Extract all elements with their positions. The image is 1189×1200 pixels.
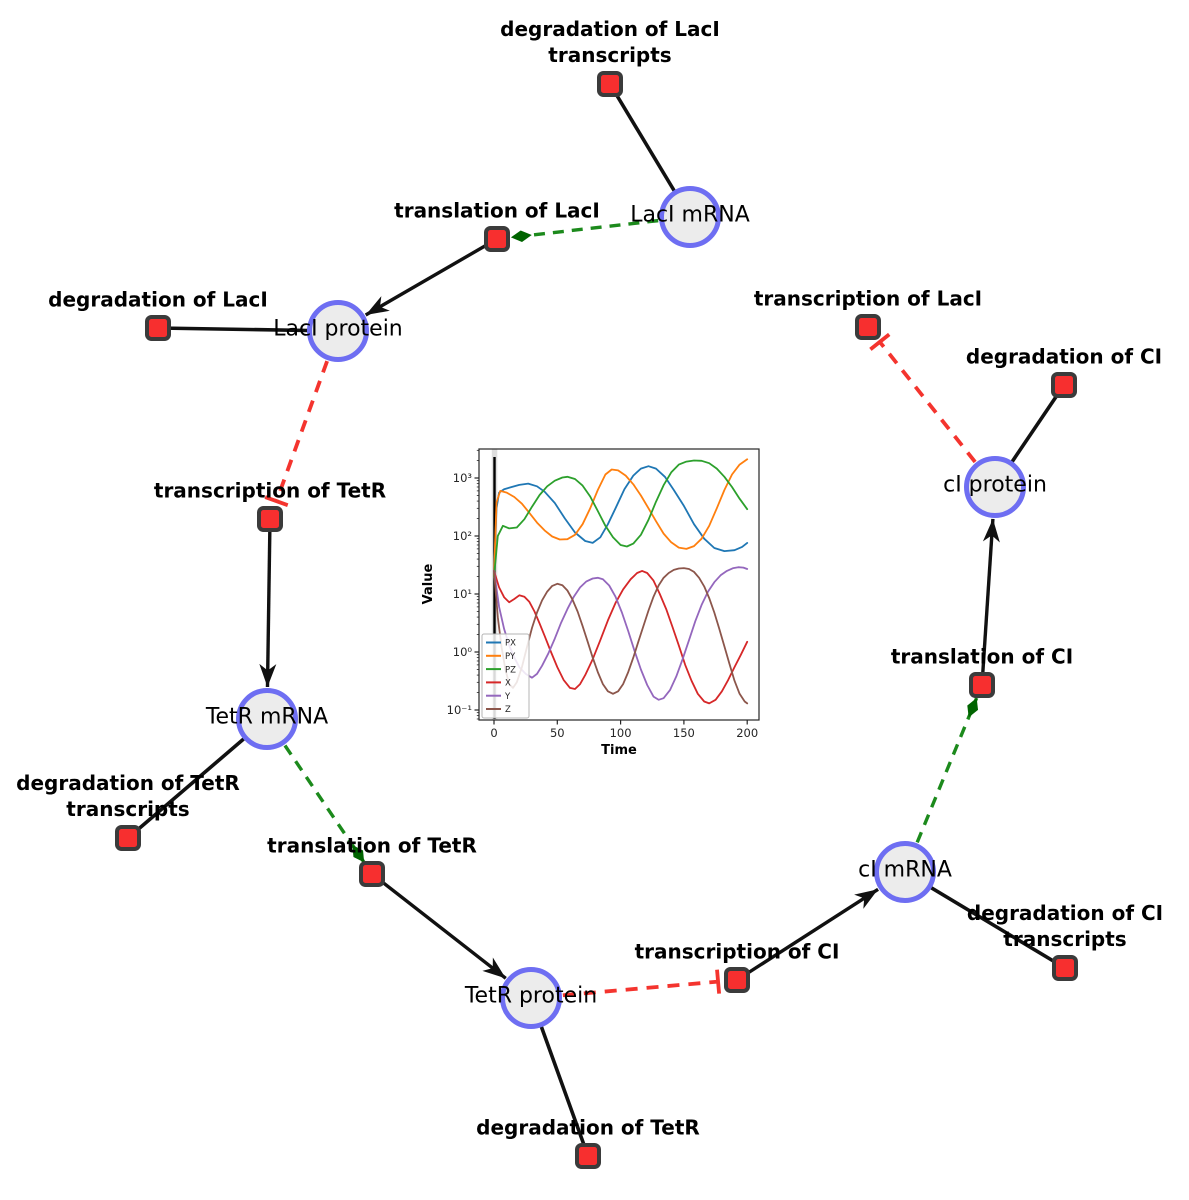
- reaction-node-transcription-tetr[interactable]: [257, 506, 283, 532]
- y-axis-label: Value: [421, 563, 436, 604]
- edge-transcription-tetr-to-tetr-mrna[interactable]: [259, 518, 277, 688]
- svg-text:10³: 10³: [453, 471, 473, 485]
- svg-text:10²: 10²: [453, 529, 472, 543]
- svg-text:PX: PX: [505, 639, 516, 649]
- edge-translation-ci-to-ci-protein[interactable]: [980, 518, 1000, 686]
- svg-text:150: 150: [673, 726, 695, 740]
- svg-text:X: X: [505, 679, 511, 689]
- svg-text:0: 0: [490, 726, 497, 740]
- edge-translation-tetr-to-tetr-protein[interactable]: [370, 872, 507, 980]
- series-PY: [493, 458, 749, 578]
- edge-ci-mrna-to-translation-ci[interactable]: [915, 697, 979, 844]
- svg-text:10⁻¹: 10⁻¹: [447, 703, 472, 717]
- species-node-tetr-mrna[interactable]: [236, 688, 298, 750]
- reaction-node-translation-laci[interactable]: [484, 226, 510, 252]
- edge-translation-laci-to-laci-protein[interactable]: [364, 237, 498, 317]
- svg-text:Z: Z: [505, 705, 511, 715]
- x-axis-label: Time: [601, 743, 637, 758]
- species-node-ci-protein[interactable]: [964, 456, 1026, 518]
- edge-laci-protein-to-transcription-tetr[interactable]: [264, 360, 329, 508]
- svg-text:50: 50: [550, 726, 565, 740]
- species-node-tetr-protein[interactable]: [500, 967, 562, 1029]
- reaction-node-transcription-laci[interactable]: [855, 314, 881, 340]
- series-X: [493, 570, 749, 705]
- reaction-node-deg-tetr-transcripts[interactable]: [115, 825, 141, 851]
- inset-plot: Time Value 10⁻¹ 10⁰ 10¹ 10² 10³ 0 50 100 150 200 P…: [418, 438, 778, 770]
- series-PZ: [493, 459, 749, 578]
- series-Y: [493, 566, 749, 701]
- species-node-laci-mrna[interactable]: [659, 186, 721, 248]
- reaction-node-deg-laci[interactable]: [145, 315, 171, 341]
- svg-text:10¹: 10¹: [453, 587, 472, 601]
- nodes-layer: [115, 71, 1078, 1169]
- edge-tetr-protein-to-transcription-ci[interactable]: [562, 969, 722, 998]
- svg-text:PZ: PZ: [505, 665, 516, 675]
- reaction-node-deg-ci[interactable]: [1051, 372, 1077, 398]
- edge-tetr-mrna-to-translation-tetr[interactable]: [283, 744, 366, 864]
- edge-laci-mrna-to-translation-laci[interactable]: [510, 218, 659, 242]
- svg-text:Y: Y: [504, 692, 511, 702]
- species-node-laci-protein[interactable]: [307, 300, 369, 362]
- reaction-node-deg-laci-transcripts[interactable]: [597, 71, 623, 97]
- reaction-node-translation-ci[interactable]: [969, 672, 995, 698]
- svg-text:100: 100: [610, 726, 632, 740]
- series-PX: [493, 465, 749, 578]
- reaction-node-transcription-ci[interactable]: [724, 967, 750, 993]
- edge-transcription-ci-to-ci-mrna[interactable]: [736, 887, 880, 982]
- species-node-ci-mrna[interactable]: [874, 841, 936, 903]
- inset-plot-svg: Time Value 10⁻¹ 10⁰ 10¹ 10² 10³ 0 50 100 150 200 P…: [421, 448, 760, 758]
- edge-ci-mrna-to-deg-ci-transcripts[interactable]: [904, 870, 1066, 970]
- reaction-node-deg-tetr[interactable]: [575, 1143, 601, 1169]
- svg-text:PY: PY: [505, 652, 516, 662]
- chart-legend: PX PY PZ XYZ: [481, 633, 530, 719]
- svg-text:10⁰: 10⁰: [453, 645, 473, 659]
- edge-ci-protein-to-transcription-laci[interactable]: [869, 332, 977, 464]
- series-Z: [493, 567, 749, 705]
- reaction-node-deg-ci-transcripts[interactable]: [1052, 955, 1078, 981]
- reaction-node-translation-tetr[interactable]: [359, 861, 385, 887]
- svg-text:200: 200: [736, 726, 758, 740]
